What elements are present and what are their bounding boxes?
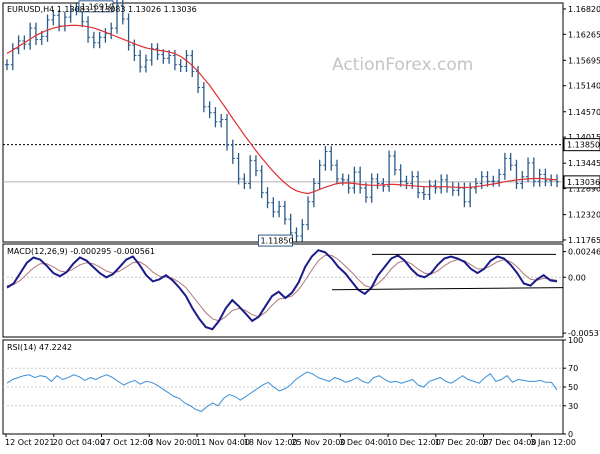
time-tick-label: 17 Dec 20:00 <box>435 438 489 447</box>
macd-title: MACD(12,26,9) -0.000295 -0.000561 <box>7 247 155 256</box>
price-axis-tick-label: 1.12890 <box>568 185 600 194</box>
time-tick-label: 3 Dec 04:00 <box>339 438 388 447</box>
price-panel: 1.16820 1.16265 1.15695 1.15140 1.14570 1.140… <box>3 0 600 247</box>
time-tick-label: 27 Dec 04:00 <box>483 438 537 447</box>
rsi-line <box>6 371 558 412</box>
rsi-axis-tick-label: 50 <box>568 383 578 392</box>
price-axis-tick-label: 1.14015 <box>568 133 600 142</box>
macd-panel: 0.002469 0.00 -0.005375 MACD(12,26,9) -0.00… <box>3 247 600 338</box>
macd-channel-lower <box>331 287 564 291</box>
time-tick-label: 20 Oct 04:00 <box>53 438 105 447</box>
price-axis-tick-label: 1.15695 <box>568 56 600 65</box>
low-annotation-label: 1.11850 <box>260 237 293 246</box>
time-tick-label: 11 Nov 04:00 <box>196 438 250 447</box>
rsi-panel: 100 70 50 30 0 RSI(14) 47.2242 <box>3 336 583 439</box>
price-axis-tick-label: 1.14570 <box>568 108 600 117</box>
rsi-axis-tick-label: 30 <box>568 402 578 411</box>
macd-axis-tick-label: 0.002469 <box>568 248 600 257</box>
price-axis-tick-label: 1.16265 <box>568 30 600 39</box>
macd-axis-tick-label: -0.005375 <box>568 329 600 338</box>
time-tick-label: 25 Nov 20:00 <box>292 438 346 447</box>
rsi-title: RSI(14) 47.2242 <box>7 343 72 352</box>
panel-frame-1 <box>2 243 564 338</box>
macd-line <box>6 249 558 331</box>
macd-axis-tick-label: 0.00 <box>568 273 586 282</box>
moving-average-line <box>6 24 558 195</box>
time-tick-label: 3 Nov 20:00 <box>148 438 197 447</box>
rsi-axis-tick-label: 0 <box>568 430 573 439</box>
time-tick-label: 18 Nov 12:00 <box>244 438 298 447</box>
time-tick-label: 27 Oct 12:00 <box>101 438 153 447</box>
time-tick-label: 10 Dec 12:00 <box>387 438 441 447</box>
rsi-axis-tick-label: 100 <box>568 336 583 345</box>
time-tick-label: 3 Jan 12:00 <box>530 438 576 447</box>
background-layer <box>2 2 564 435</box>
low-annotation-box <box>257 234 293 247</box>
price-title: EURUSD,H4 1.13083 1.13083 1.13026 1.1303… <box>7 5 197 14</box>
price-axis-tick-label: 1.11765 <box>568 236 600 245</box>
watermark-text: ActionForex.com <box>332 55 473 75</box>
high-annotation-box <box>78 0 114 13</box>
current-price-box <box>563 175 600 189</box>
price-axis-tick-label: 1.15140 <box>568 82 600 91</box>
macd-signal-line <box>6 254 558 322</box>
price-axis-tick-label: 1.13445 <box>568 159 600 168</box>
current-price-label: 1.13036 <box>567 178 600 187</box>
rsi-axis-tick-label: 70 <box>568 364 578 373</box>
high-annotation-label: 1.16910 <box>81 2 114 11</box>
price-axis-tick-label: 1.16820 <box>568 5 600 14</box>
resistance-value-box <box>563 138 600 152</box>
resistance-value-label: 1.13850 <box>567 141 600 150</box>
time-tick-label: 12 Oct 2021 <box>5 438 54 447</box>
price-axis-tick-label: 1.12320 <box>568 211 600 220</box>
